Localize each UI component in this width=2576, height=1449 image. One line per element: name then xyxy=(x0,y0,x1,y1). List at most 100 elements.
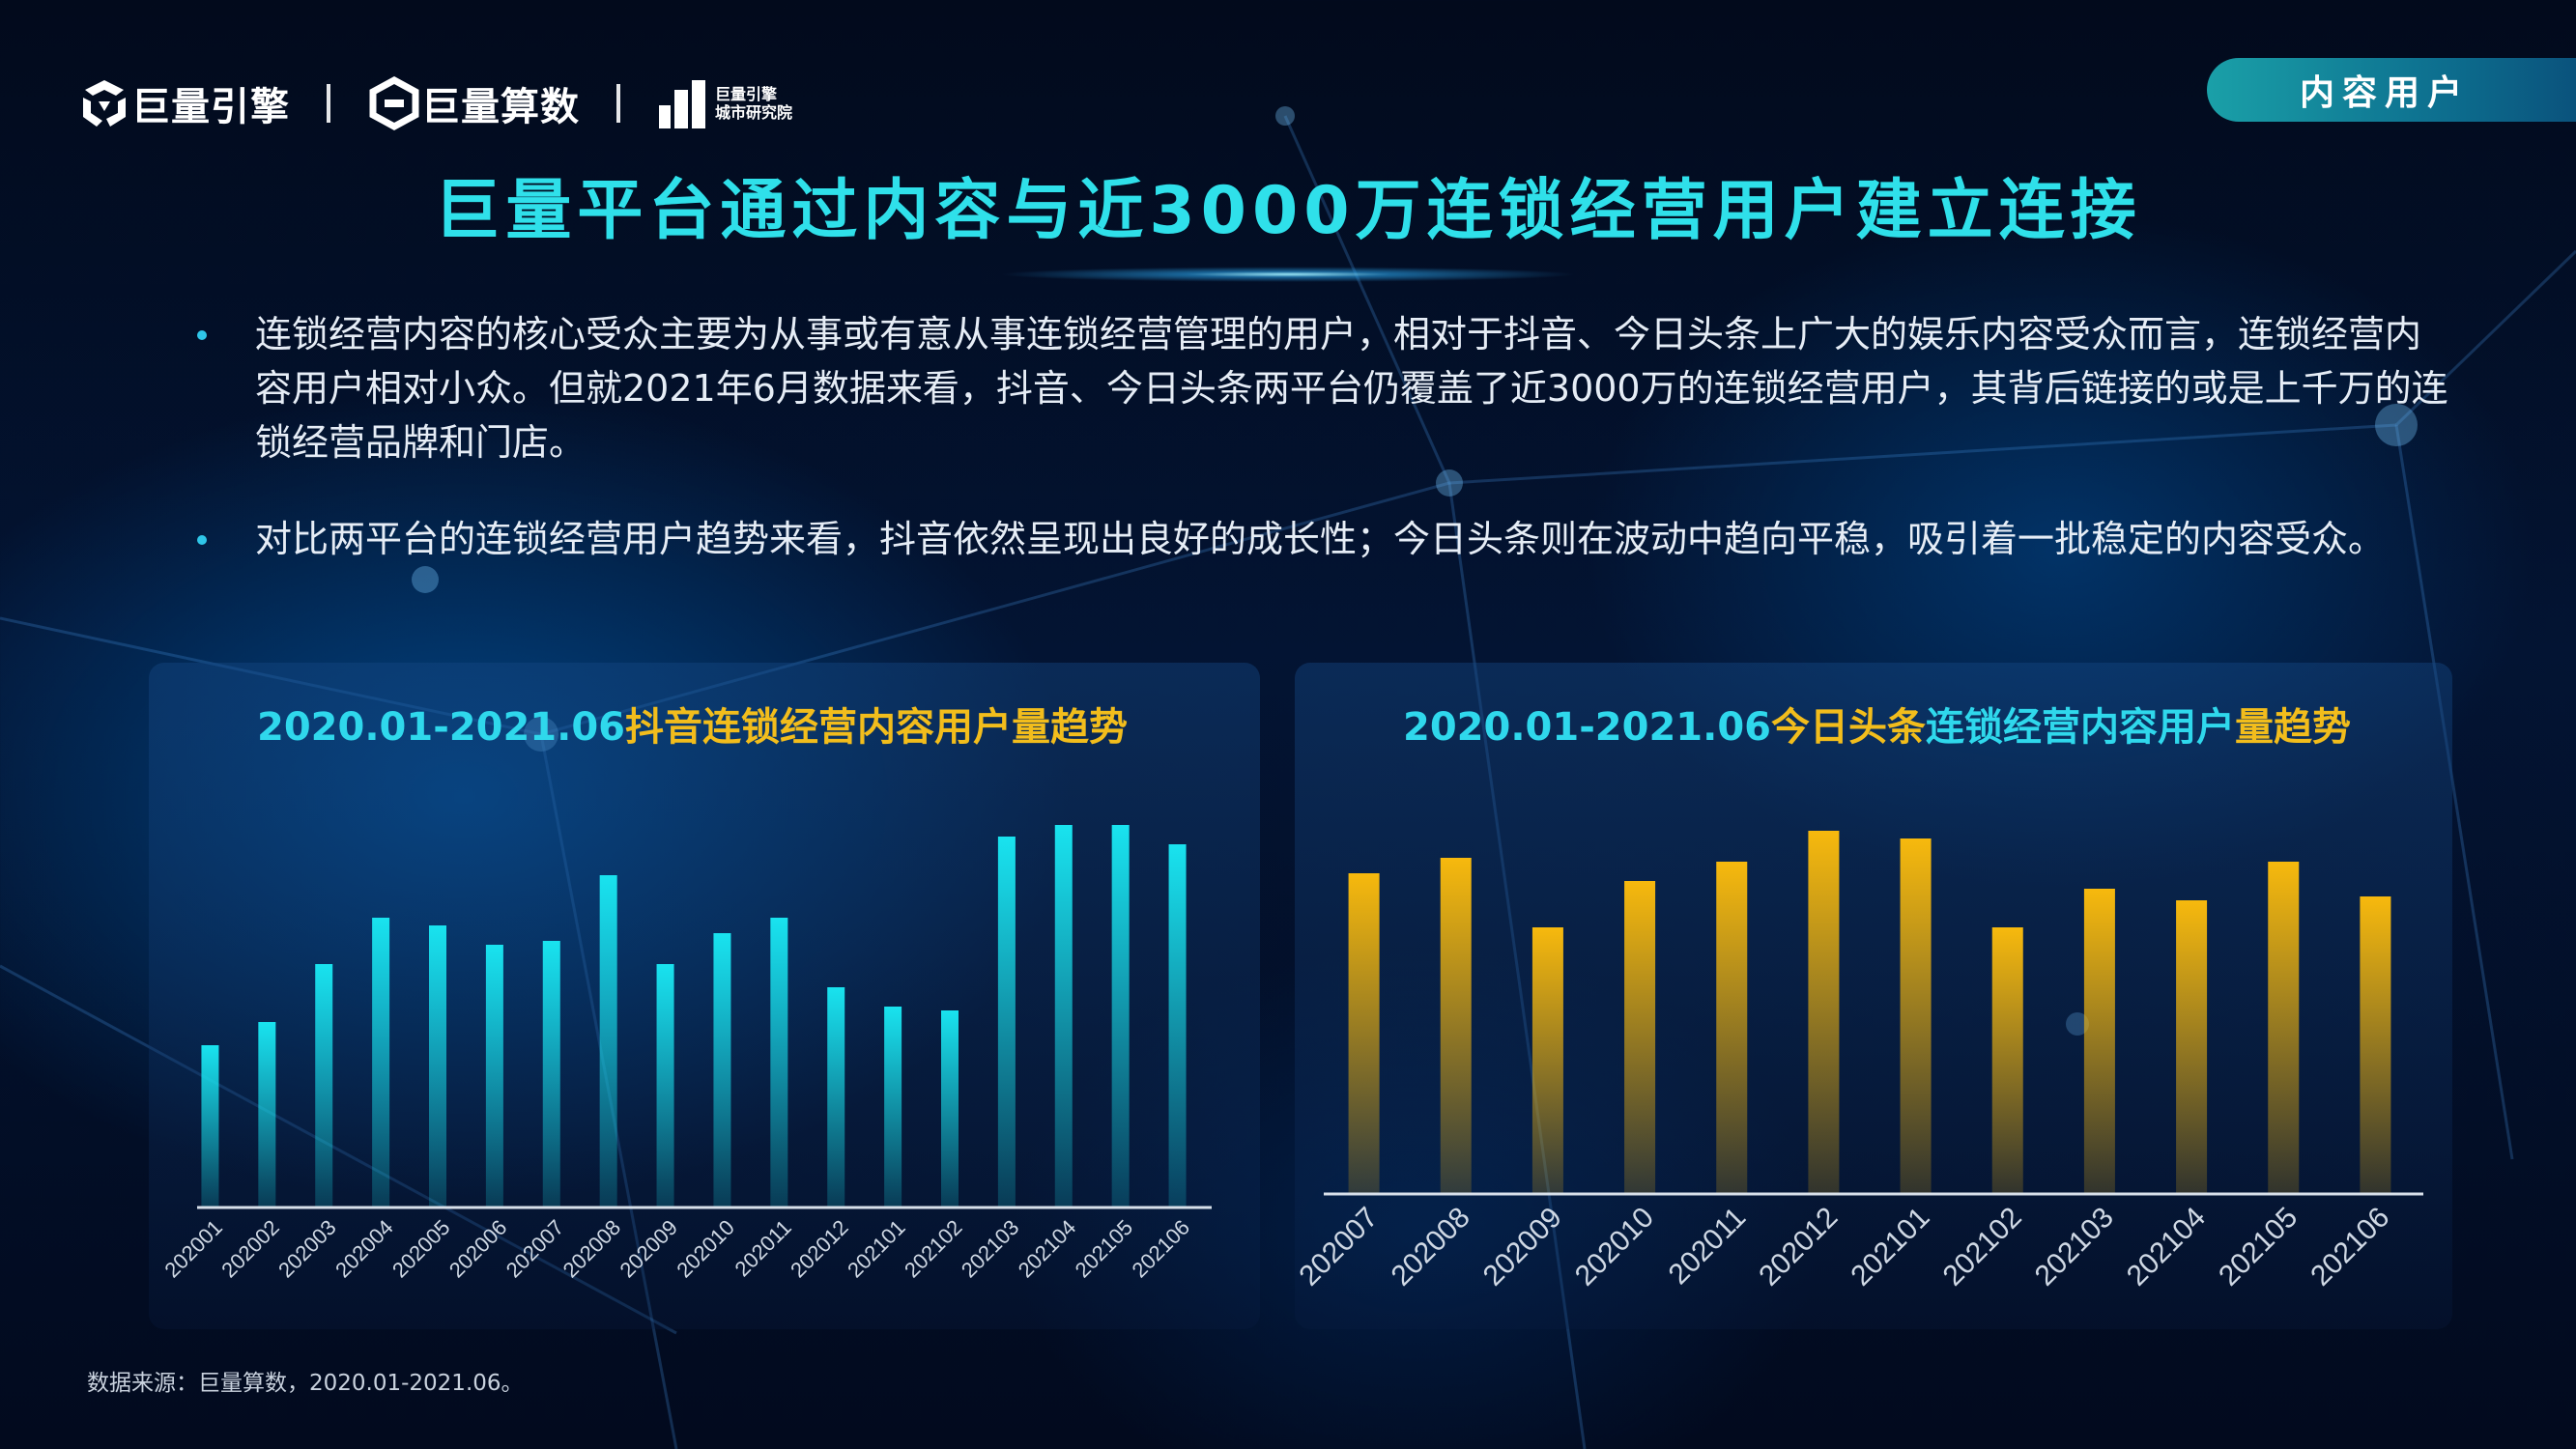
x-tick-label: 202001 xyxy=(159,1215,227,1283)
toutiao-bar-chart-svg: 202007 202008 202009 202010 202011 202012 2021… xyxy=(1293,831,2423,1293)
x-tick-label: 202104 xyxy=(1014,1215,1081,1283)
x-tick-label: 202002 xyxy=(216,1215,284,1283)
bar-202102 xyxy=(1991,927,2023,1194)
x-tick-label: 202012 xyxy=(1753,1202,1844,1293)
toutiao-bar-chart: 202007 202008 202009 202010 202011 202012 2021… xyxy=(1293,792,2452,1304)
bullet-dot-icon xyxy=(197,535,207,545)
bar-202005 xyxy=(429,925,446,1208)
page-title: 巨量平台通过内容与近3000万连锁经营用户建立连接 xyxy=(434,173,2142,249)
logo-bar: 巨量引擎 巨量算数 巨量引擎 城市研究院 xyxy=(77,70,792,137)
bar-202105 xyxy=(1111,825,1130,1208)
x-tick-label: 202101 xyxy=(1845,1202,1935,1293)
bar-202102 xyxy=(941,1010,959,1208)
logo-divider xyxy=(327,84,330,123)
x-tick-label: 202011 xyxy=(730,1215,795,1281)
bar-202011 xyxy=(770,918,788,1208)
x-tick-label: 202102 xyxy=(900,1215,967,1283)
bullet-dot-icon xyxy=(197,330,207,340)
douyin-chart-panel xyxy=(149,663,1260,1329)
x-tick-label: 202007 xyxy=(1293,1202,1384,1293)
brand1-label: 巨量引擎 xyxy=(131,85,290,129)
douyin-chart-title: 2020.01-2021.06抖音连锁经营内容用户量趋势 xyxy=(257,696,1128,752)
x-tick-label: 202009 xyxy=(615,1215,682,1283)
title-underline-glow xyxy=(998,267,1578,282)
bar-202106 xyxy=(2360,896,2391,1194)
bar-202103 xyxy=(2083,889,2115,1194)
bar-202007 xyxy=(1348,873,1380,1194)
x-tick-label: 202004 xyxy=(330,1215,398,1283)
x-tick-label: 202010 xyxy=(672,1215,739,1283)
bar-202002 xyxy=(258,1022,276,1208)
toutiao-title-tail: 量趋势 xyxy=(2234,705,2351,750)
toutiao-title-brand: 今日头条 xyxy=(1770,705,1926,750)
brand2-label: 巨量算数 xyxy=(421,85,580,129)
douyin-title-rest: 连锁经营内容用户量趋势 xyxy=(701,705,1128,750)
bar-202006 xyxy=(485,945,503,1208)
bullet-text: 对比两平台的连锁经营用户趋势来看，抖音依然呈现出良好的成长性；今日头条则在波动中… xyxy=(255,518,2386,560)
bar-202104 xyxy=(2176,900,2208,1194)
x-tick-label: 202011 xyxy=(1663,1202,1753,1292)
x-tick-label: 202006 xyxy=(444,1215,512,1283)
x-tick-label: 202103 xyxy=(2029,1202,2120,1293)
toutiao-chart-title: 2020.01-2021.06今日头条连锁经营内容用户量趋势 xyxy=(1403,696,2351,752)
toutiao-title-date: 2020.01-2021.06 xyxy=(1403,705,1771,750)
brand-logo-juliang-engine: 巨量引擎 xyxy=(77,75,290,131)
bar-202010 xyxy=(1624,881,1656,1194)
x-tick-label: 202104 xyxy=(2121,1202,2212,1293)
juliang-suanshu-icon xyxy=(369,76,419,130)
douyin-title-date: 2020.01-2021.06 xyxy=(257,705,625,750)
x-tick-label: 202101 xyxy=(843,1215,910,1283)
x-tick-label: 202102 xyxy=(1937,1202,2028,1293)
brand3-line1: 巨量引擎 xyxy=(715,85,778,103)
x-tick-label: 202010 xyxy=(1569,1202,1660,1293)
bar-202104 xyxy=(1054,825,1073,1208)
bar-202009 xyxy=(656,964,674,1208)
bar-202007 xyxy=(542,941,560,1208)
bullet-item: 对比两平台的连锁经营用户趋势来看，抖音依然呈现出良好的成长性；今日头条则在波动中… xyxy=(193,512,2454,566)
bar-202003 xyxy=(315,964,333,1208)
x-tick-label: 202009 xyxy=(1477,1202,1568,1293)
juliang-engine-icon xyxy=(83,80,126,127)
brand-logo-city-institute: 巨量引擎 城市研究院 xyxy=(657,76,792,130)
bar-202011 xyxy=(1716,862,1748,1194)
x-tick-label: 202005 xyxy=(387,1215,455,1283)
bar-202012 xyxy=(827,987,845,1208)
bar-202009 xyxy=(1531,927,1563,1194)
x-tick-label: 202105 xyxy=(2213,1202,2304,1293)
x-tick-label: 202105 xyxy=(1071,1215,1138,1283)
x-tick-label: 202012 xyxy=(786,1215,853,1283)
bullet-text: 连锁经营内容的核心受众主要为从事或有意从事连锁经营管理的用户，相对于抖音、今日头… xyxy=(255,313,2448,464)
brand-logo-juliang-suanshu: 巨量算数 xyxy=(367,75,580,131)
bar-202001 xyxy=(201,1045,219,1208)
bar-202004 xyxy=(372,918,390,1208)
bar-202010 xyxy=(713,933,731,1208)
section-badge: 内容用户 xyxy=(2207,58,2576,122)
x-tick-label: 202106 xyxy=(2304,1202,2395,1293)
data-source-note: 数据来源：巨量算数，2020.01-2021.06。 xyxy=(87,1371,524,1396)
bar-202008 xyxy=(599,875,617,1208)
douyin-title-brand: 抖音 xyxy=(624,705,702,750)
brand3-text: 巨量引擎 城市研究院 xyxy=(715,85,792,122)
bar-202101 xyxy=(884,1007,902,1208)
bar-202106 xyxy=(1168,844,1187,1208)
douyin-bar-chart: 202001 202002 202003 202004 202005 202006 2020… xyxy=(158,792,1241,1304)
brand3-line2: 城市研究院 xyxy=(715,103,793,122)
bar-202012 xyxy=(1808,831,1840,1194)
bullet-item: 连锁经营内容的核心受众主要为从事或有意从事连锁经营管理的用户，相对于抖音、今日头… xyxy=(193,307,2454,469)
bar-202103 xyxy=(997,837,1016,1208)
toutiao-title-rest: 连锁经营内容用户 xyxy=(1925,705,2235,750)
douyin-bar-chart-svg: 2020012020022020032020042020052020062020… xyxy=(159,825,1212,1283)
x-tick-label: 202008 xyxy=(558,1215,626,1283)
bullet-list: 连锁经营内容的核心受众主要为从事或有意从事连锁经营管理的用户，相对于抖音、今日头… xyxy=(193,307,2454,609)
logo-divider xyxy=(616,84,620,123)
bar-202105 xyxy=(2268,862,2300,1194)
x-tick-label: 202106 xyxy=(1127,1215,1194,1283)
x-tick-label: 202008 xyxy=(1386,1202,1476,1293)
city-buildings-icon xyxy=(659,80,705,128)
bar-202008 xyxy=(1440,858,1472,1194)
toutiao-chart-panel xyxy=(1295,663,2452,1329)
x-tick-label: 202003 xyxy=(273,1215,341,1283)
x-tick-label: 202007 xyxy=(501,1215,569,1283)
x-tick-label: 202103 xyxy=(957,1215,1024,1283)
bar-202101 xyxy=(1900,838,1932,1194)
